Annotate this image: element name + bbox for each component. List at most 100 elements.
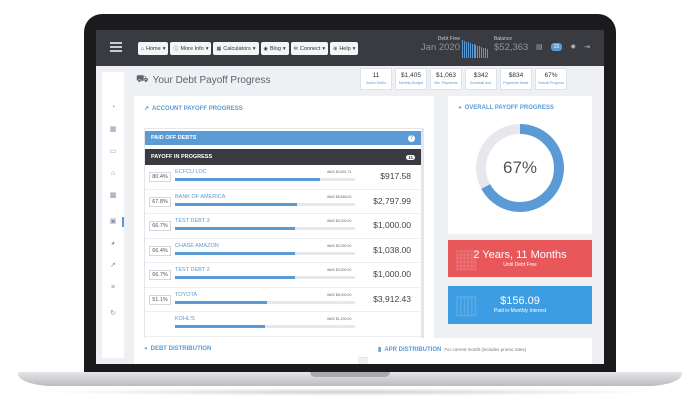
nav-home[interactable]: ⌂ Home ▾ xyxy=(138,42,169,55)
apr-distribution-panel: ▮ APR DISTRIBUTION For current month (in… xyxy=(368,338,592,364)
calendar-icon: ▦ xyxy=(454,243,479,273)
schedule-icon[interactable]: ▣ xyxy=(109,218,117,225)
debt-progress-track xyxy=(175,178,355,181)
sparkline-bar xyxy=(471,43,473,58)
pie-chart-icon[interactable]: ◕ xyxy=(110,240,116,247)
sliders-icon[interactable]: ≡ xyxy=(110,284,116,291)
overall-percent: 67% xyxy=(502,158,538,177)
debt-name[interactable]: CHASE AMAZON xyxy=(175,242,219,249)
top-bar: ⌂ Home ▾ ⓘ More Info ▾ ▦ Calculators ▾ ◉ Blog ▾ … xyxy=(96,30,604,66)
overall-progress-donut: 67% xyxy=(474,122,566,214)
nav-blog[interactable]: ◉ Blog ▾ xyxy=(260,42,289,55)
envelope-icon: ✉ xyxy=(293,45,298,52)
sparkline-bar xyxy=(465,41,467,58)
debt-list: PAID OFF DEBTS ? PAYOFF IN PROGRESS 11 8… xyxy=(144,128,422,358)
main-nav: ⌂ Home ▾ ⓘ More Info ▾ ▦ Calculators ▾ ◉ Blog ▾ … xyxy=(138,42,359,55)
monthly-interest-caption: Paid in Monthly Interest xyxy=(493,308,547,314)
account-payoff-title: ↗ ACCOUNT PAYOFF PROGRESS xyxy=(144,105,243,113)
debt-row[interactable]: 80.4% ECFCU LOC WAS $4,691.74 $917.58 xyxy=(145,165,421,190)
debt-row[interactable]: 51.1% TOYOTA WAS $8,000.00 $3,912.43 xyxy=(145,288,421,312)
area-chart-icon: ↗ xyxy=(144,106,150,112)
pie-chart-icon: ◕ xyxy=(144,346,148,352)
debt-percent: 51.1% xyxy=(149,294,171,305)
debt-name[interactable]: BANK OF AMERICA xyxy=(175,193,226,200)
debt-percent: 66.4% xyxy=(149,245,171,256)
sparkline-bar xyxy=(483,47,485,58)
table-icon[interactable]: ▩ xyxy=(109,192,117,199)
debt-row[interactable]: 66.7% TEST DEBT 3 WAS $3,000.00 $1,000.00 xyxy=(145,214,421,239)
car-icon: ⛟ xyxy=(136,74,149,85)
gear-icon[interactable]: ✹ xyxy=(570,44,577,51)
debt-original-amount: WAS $4,691.74 xyxy=(327,170,352,174)
debt-distribution-title: ◕ DEBT DISTRIBUTION xyxy=(144,346,212,352)
chevron-down-icon: ▾ xyxy=(252,45,256,52)
stat-monthly-budget: $1,405 Monthly Budget xyxy=(395,68,427,90)
credit-card-icon[interactable]: ▭ xyxy=(109,148,117,155)
debt-row[interactable]: 66.7% TEST DEBT 2 WAS $3,000.00 $1,000.00 xyxy=(145,263,421,288)
rss-icon: ◉ xyxy=(263,45,268,52)
chevron-down-icon: ▾ xyxy=(282,45,286,52)
balance-sparkline xyxy=(462,38,488,58)
debt-row[interactable]: 66.4% CHASE AMAZON WAS $3,090.00 $1,038.00 xyxy=(145,239,421,263)
bar-chart-icon: ▮ xyxy=(378,347,382,353)
donut-progress-arc xyxy=(476,124,564,212)
debt-progress-fill xyxy=(175,178,320,181)
donut-svg xyxy=(476,124,564,212)
laptop-base xyxy=(18,372,682,386)
nav-calculators[interactable]: ▦ Calculators ▾ xyxy=(213,42,259,55)
debt-progress-fill xyxy=(175,202,298,206)
overall-payoff-panel: ◕ OVERALL PAYOFF PROGRESS 67% xyxy=(448,96,592,234)
stat-overall-progress: 67% Overall Progress xyxy=(535,68,567,90)
question-icon[interactable]: ? xyxy=(408,134,415,142)
debt-percent: 80.4% xyxy=(149,172,171,182)
apr-distribution-subtitle: For current month (includes promo rates) xyxy=(444,347,527,352)
debt-name[interactable]: ECFCU LOC xyxy=(175,169,207,175)
notification-badge[interactable]: 15 xyxy=(550,43,563,51)
monthly-interest-value: $156.09 xyxy=(500,295,540,307)
topbar-icons: ▤ 15 ✹ ⇥ xyxy=(536,43,590,51)
sparkline-bar xyxy=(475,44,477,58)
bank-icon[interactable]: ⌂ xyxy=(110,170,116,177)
debt-remaining-amount: $3,912.43 xyxy=(373,293,411,304)
interest-card: ▥ $156.09 Paid in Monthly Interest xyxy=(448,286,592,324)
hamburger-menu-icon[interactable] xyxy=(110,42,122,52)
sign-out-icon[interactable]: ⇥ xyxy=(584,44,590,51)
payoff-in-progress-header[interactable]: PAYOFF IN PROGRESS 11 xyxy=(145,149,421,165)
debt-remaining-amount: $2,797.99 xyxy=(373,195,411,206)
debt-progress-track xyxy=(175,227,355,230)
debt-name[interactable]: TOYOTA xyxy=(175,291,198,298)
debt-free-card: ▦ 2 Years, 11 Months Until Debt Free xyxy=(448,240,592,277)
sparkline-bar xyxy=(463,41,465,58)
overall-payoff-title: ◕ OVERALL PAYOFF PROGRESS xyxy=(458,105,554,111)
nav-more-info[interactable]: ⓘ More Info ▾ xyxy=(170,42,212,55)
line-chart-icon[interactable]: ↗ xyxy=(110,262,116,269)
history-icon[interactable]: ↻ xyxy=(110,310,116,317)
debt-name[interactable]: TEST DEBT 2 xyxy=(175,267,210,273)
grid-icon[interactable]: ▤ xyxy=(536,44,543,51)
debt-progress-track xyxy=(175,276,355,279)
debt-row[interactable]: KOHL'S WAS $1,200.00 xyxy=(145,312,421,337)
nav-connect[interactable]: ✉ Connect ▾ xyxy=(290,42,329,55)
debt-name[interactable]: KOHL'S xyxy=(175,316,195,322)
stat-min-payments: $1,063 Min. Payments xyxy=(430,68,462,90)
sparkline-bar xyxy=(486,49,488,58)
debt-original-amount: WAS $8,000.00 xyxy=(327,292,352,297)
debt-list-scrollbar[interactable] xyxy=(422,128,424,358)
dashboard-icon[interactable]: ◔ xyxy=(110,104,116,111)
info-icon: ⓘ xyxy=(173,46,179,52)
debt-row[interactable]: 67.8% BANK OF AMERICA WAS $8,686.00 $2,797.… xyxy=(145,190,421,214)
sparkline-bar xyxy=(485,48,486,58)
chevron-down-icon: ▾ xyxy=(322,45,326,52)
calendar-icon[interactable]: ▦ xyxy=(109,126,117,133)
account-payoff-panel: ↗ ACCOUNT PAYOFF PROGRESS PAID OFF DEBTS… xyxy=(134,96,434,358)
debt-name[interactable]: TEST DEBT 3 xyxy=(175,218,210,224)
calculator-icon: ▦ xyxy=(216,45,222,52)
debt-progress-track xyxy=(175,202,355,206)
trash-icon: ▥ xyxy=(454,289,479,319)
sparkline-bar xyxy=(473,44,475,58)
debt-original-amount: WAS $8,686.00 xyxy=(327,194,352,199)
debt-percent: 67.8% xyxy=(149,196,171,207)
page-title: ⛟ Your Debt Payoff Progress xyxy=(136,74,271,86)
paid-off-debts-header[interactable]: PAID OFF DEBTS ? xyxy=(145,131,421,145)
nav-help[interactable]: ⊕ Help ▾ xyxy=(330,42,359,55)
